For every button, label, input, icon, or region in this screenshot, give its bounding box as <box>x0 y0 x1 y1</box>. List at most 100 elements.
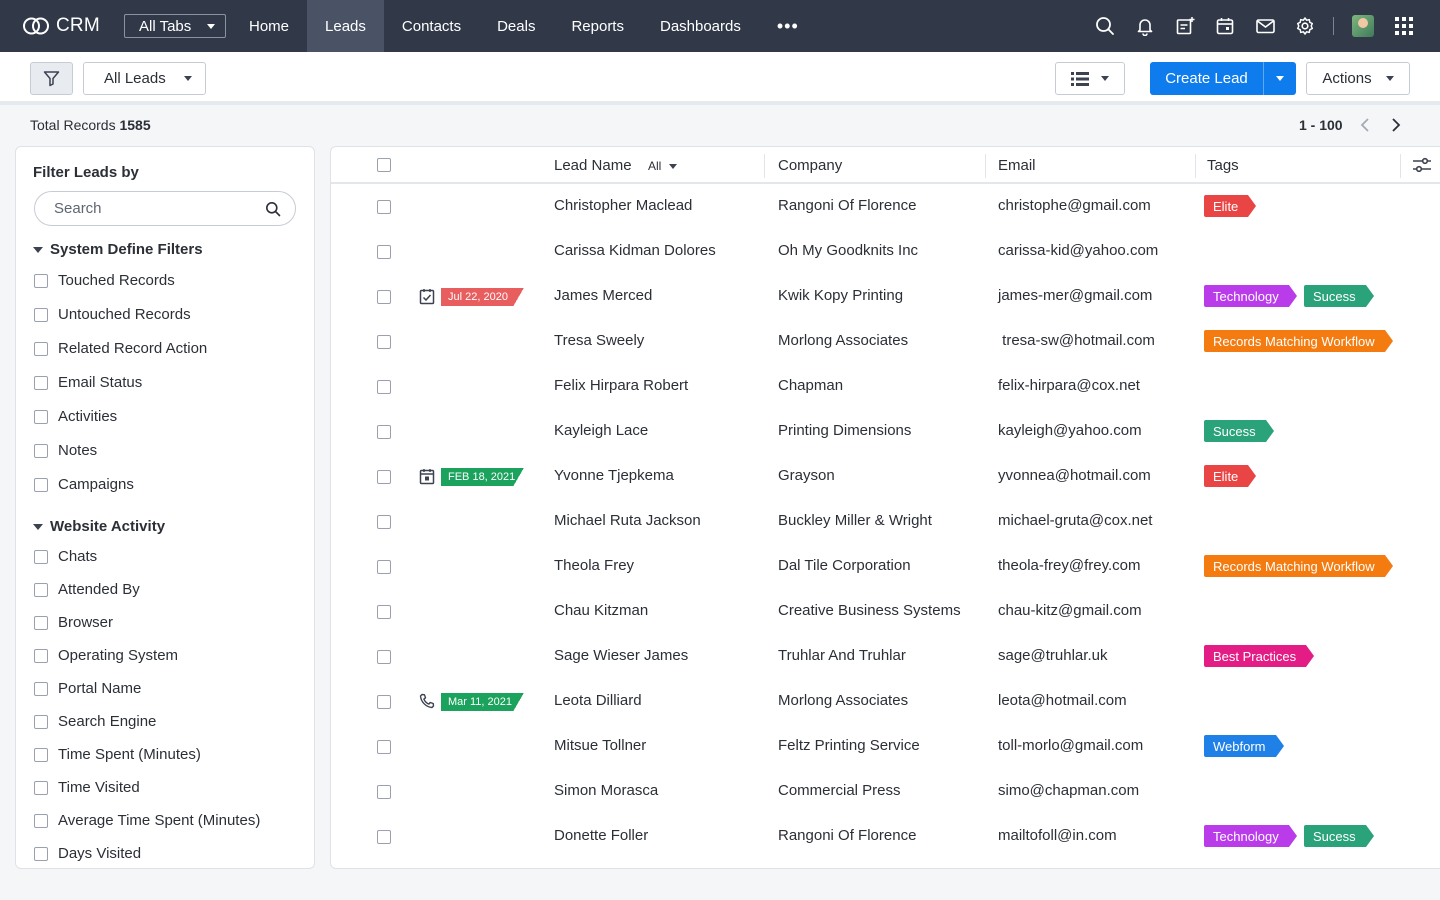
filter-option-attended-by[interactable]: Attended By <box>34 581 140 598</box>
filter-option-portal-name[interactable]: Portal Name <box>34 680 141 697</box>
create-lead-options-button[interactable] <box>1263 62 1296 95</box>
lead-name-link[interactable]: James Merced <box>554 287 653 304</box>
row-checkbox[interactable] <box>377 650 391 664</box>
gear-icon[interactable] <box>1285 0 1325 52</box>
search-icon[interactable] <box>1085 0 1125 52</box>
table-row[interactable]: Christopher Maclead Rangoni Of Florence ch… <box>331 185 1440 230</box>
lead-name-link[interactable]: Donette Foller <box>554 827 649 844</box>
table-row[interactable]: FEB 18, 2021 Yvonne Tjepkema Grayson yvonne… <box>331 455 1440 500</box>
table-row[interactable]: Felix Hirpara Robert Chapman felix-hirpara… <box>331 365 1440 410</box>
email-link[interactable]: yvonnea@hotmail.com <box>998 467 1151 484</box>
nav-tab-dashboards[interactable]: Dashboards <box>659 17 741 35</box>
filter-option-activities[interactable]: Activities <box>34 408 117 425</box>
email-link[interactable]: sage@truhlar.uk <box>998 647 1108 664</box>
lead-name-filter-dropdown[interactable]: All <box>648 159 678 173</box>
row-checkbox[interactable] <box>377 245 391 259</box>
email-link[interactable]: kayleigh@yahoo.com <box>998 422 1142 439</box>
tag-badge[interactable]: Sucess <box>1204 420 1274 442</box>
filter-toggle-button[interactable] <box>30 62 73 95</box>
row-checkbox[interactable] <box>377 470 391 484</box>
column-settings-icon[interactable] <box>1412 157 1432 176</box>
user-avatar[interactable] <box>1352 15 1374 37</box>
row-checkbox[interactable] <box>377 200 391 214</box>
filter-option-chats[interactable]: Chats <box>34 548 97 565</box>
filter-checkbox[interactable] <box>34 681 48 696</box>
lead-name-link[interactable]: Christopher Maclead <box>554 197 693 214</box>
table-row[interactable]: Theola Frey Dal Tile Corporation theola-fr… <box>331 545 1440 590</box>
list-view-dropdown[interactable] <box>1055 62 1125 95</box>
filter-checkbox[interactable] <box>34 549 48 564</box>
filter-option-time-visited[interactable]: Time Visited <box>34 779 140 796</box>
tag-badge[interactable]: Technology <box>1204 285 1297 307</box>
row-checkbox[interactable] <box>377 290 391 304</box>
calendar-icon[interactable] <box>419 468 435 488</box>
filter-option-search-engine[interactable]: Search Engine <box>34 713 156 730</box>
filter-search-input[interactable]: Search <box>34 191 296 226</box>
email-link[interactable]: leota@hotmail.com <box>998 692 1127 709</box>
task-check-icon[interactable] <box>419 288 435 308</box>
lead-name-link[interactable]: Carissa Kidman Dolores <box>554 242 716 259</box>
table-row[interactable]: Carissa Kidman Dolores Oh My Goodknits In… <box>331 230 1440 275</box>
lead-name-link[interactable]: Mitsue Tollner <box>554 737 647 754</box>
table-row[interactable]: Jul 22, 2020 James Merced Kwik Kopy Printi… <box>331 275 1440 320</box>
table-row[interactable]: Tresa Sweely Morlong Associates tresa-sw@… <box>331 320 1440 365</box>
email-link[interactable]: mailtofoll@in.com <box>998 827 1117 844</box>
row-checkbox[interactable] <box>377 785 391 799</box>
filter-checkbox[interactable] <box>34 273 48 288</box>
filter-option-days-visited[interactable]: Days Visited <box>34 845 141 862</box>
filter-checkbox[interactable] <box>34 443 48 458</box>
filter-checkbox[interactable] <box>34 714 48 729</box>
table-row[interactable]: Mitsue Tollner Feltz Printing Service toll… <box>331 725 1440 770</box>
filter-option-untouched-records[interactable]: Untouched Records <box>34 306 191 323</box>
table-row[interactable]: Simon Morasca Commercial Press simo@chapma… <box>331 770 1440 815</box>
filter-checkbox[interactable] <box>34 375 48 390</box>
filter-option-email-status[interactable]: Email Status <box>34 374 142 391</box>
filter-option-average-time-spent-minutes[interactable]: Average Time Spent (Minutes) <box>34 812 260 829</box>
lead-name-link[interactable]: Michael Ruta Jackson <box>554 512 701 529</box>
next-page-button[interactable] <box>1389 116 1403 137</box>
phone-icon[interactable] <box>419 693 435 712</box>
lead-name-link[interactable]: Simon Morasca <box>554 782 659 799</box>
group-website-activity[interactable]: Website Activity <box>33 518 165 535</box>
email-link[interactable]: tresa-sw@hotmail.com <box>998 332 1155 349</box>
email-link[interactable]: michael-gruta@cox.net <box>998 512 1153 529</box>
filter-checkbox[interactable] <box>34 813 48 828</box>
row-checkbox[interactable] <box>377 425 391 439</box>
email-link[interactable]: carissa-kid@yahoo.com <box>998 242 1159 259</box>
prev-page-button[interactable] <box>1358 116 1372 137</box>
row-checkbox[interactable] <box>377 830 391 844</box>
email-link[interactable]: simo@chapman.com <box>998 782 1140 799</box>
tag-badge[interactable]: Best Practices <box>1204 645 1315 667</box>
actions-dropdown[interactable]: Actions <box>1306 62 1410 95</box>
table-row[interactable]: Mar 11, 2021 Leota Dilliard Morlong Associ… <box>331 680 1440 725</box>
row-checkbox[interactable] <box>377 740 391 754</box>
lead-name-link[interactable]: Yvonne Tjepkema <box>554 467 674 484</box>
filter-option-operating-system[interactable]: Operating System <box>34 647 178 664</box>
view-select-dropdown[interactable]: All Leads <box>83 62 206 95</box>
nav-tab-deals[interactable]: Deals <box>497 17 536 35</box>
create-lead-button[interactable]: Create Lead <box>1165 70 1248 87</box>
email-link[interactable]: toll-morlo@gmail.com <box>998 737 1144 754</box>
tag-badge[interactable]: Records Matching Workflow <box>1204 555 1393 577</box>
tag-badge[interactable]: Webform <box>1204 735 1283 757</box>
nav-tab-reports[interactable]: Reports <box>571 17 624 35</box>
filter-option-browser[interactable]: Browser <box>34 614 113 631</box>
email-link[interactable]: chau-kitz@gmail.com <box>998 602 1142 619</box>
lead-name-link[interactable]: Theola Frey <box>554 557 635 574</box>
lead-name-link[interactable]: Tresa Sweely <box>554 332 645 349</box>
filter-option-notes[interactable]: Notes <box>34 442 97 459</box>
tag-badge[interactable]: Elite <box>1204 465 1257 487</box>
filter-option-campaigns[interactable]: Campaigns <box>34 476 134 493</box>
table-row[interactable]: Sage Wieser James Truhlar And Truhlar sage… <box>331 635 1440 680</box>
lead-name-link[interactable]: Chau Kitzman <box>554 602 649 619</box>
column-lead-name[interactable]: Lead Name <box>554 157 632 174</box>
more-tabs-button[interactable]: ••• <box>776 15 799 36</box>
filter-checkbox[interactable] <box>34 477 48 492</box>
row-checkbox[interactable] <box>377 605 391 619</box>
table-row[interactable]: Michael Ruta Jackson Buckley Miller & Wri… <box>331 500 1440 545</box>
filter-checkbox[interactable] <box>34 747 48 762</box>
select-all-checkbox[interactable] <box>377 158 391 172</box>
filter-option-related-record-action[interactable]: Related Record Action <box>34 340 207 357</box>
email-link[interactable]: christophe@gmail.com <box>998 197 1151 214</box>
row-checkbox[interactable] <box>377 335 391 349</box>
